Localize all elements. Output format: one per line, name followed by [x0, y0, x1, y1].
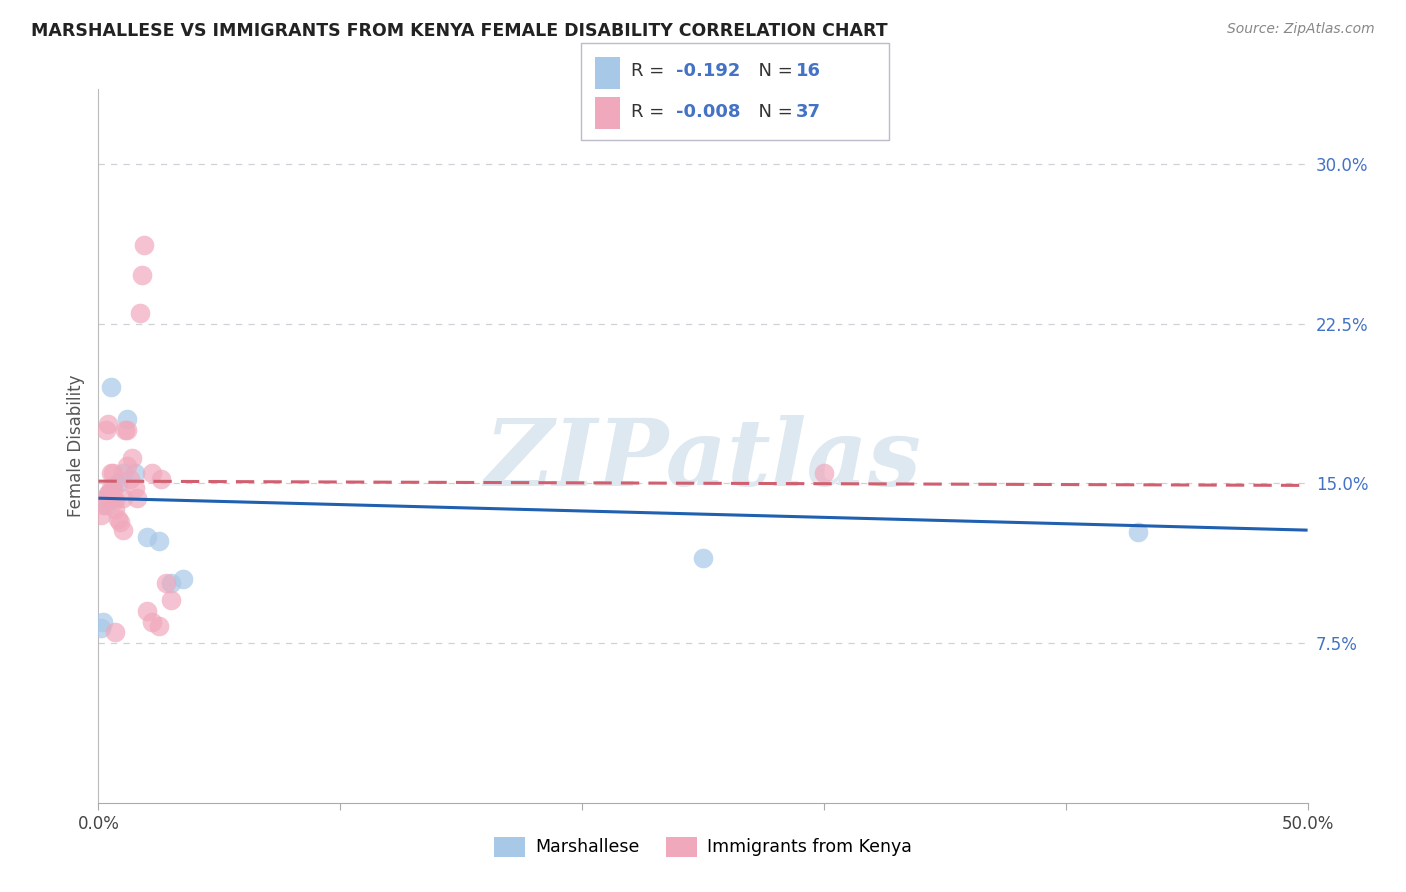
Point: [94, 498, 117, 512]
Point: [172, 572, 194, 586]
Point: [141, 615, 163, 629]
Legend: Marshallese, Immigrants from Kenya: Marshallese, Immigrants from Kenya: [488, 831, 918, 862]
Point: [1128, 525, 1150, 540]
Text: 16: 16: [796, 62, 821, 79]
Point: [148, 533, 170, 548]
Point: [128, 306, 150, 320]
Text: 37: 37: [796, 103, 821, 121]
Text: MARSHALLESE VS IMMIGRANTS FROM KENYA FEMALE DISABILITY CORRELATION CHART: MARSHALLESE VS IMMIGRANTS FROM KENYA FEM…: [31, 22, 887, 40]
Point: [104, 493, 127, 508]
Point: [111, 491, 134, 506]
Point: [121, 450, 143, 465]
Point: [104, 625, 127, 640]
Point: [91, 615, 114, 629]
Point: [97, 417, 120, 431]
Text: N =: N =: [747, 103, 799, 121]
Point: [100, 481, 122, 495]
Point: [104, 501, 127, 516]
Point: [813, 466, 835, 480]
Text: -0.192: -0.192: [676, 62, 741, 79]
Point: [118, 472, 141, 486]
Text: ZIPatlas: ZIPatlas: [485, 416, 921, 505]
Point: [101, 481, 124, 495]
Text: -0.008: -0.008: [676, 103, 741, 121]
Point: [117, 412, 139, 426]
Point: [97, 487, 120, 501]
Y-axis label: Female Disability: Female Disability: [66, 375, 84, 517]
Point: [124, 481, 146, 495]
Point: [150, 472, 173, 486]
Point: [100, 466, 122, 480]
Point: [107, 512, 129, 526]
Point: [114, 423, 136, 437]
Text: R =: R =: [631, 62, 676, 79]
Text: Source: ZipAtlas.com: Source: ZipAtlas.com: [1227, 22, 1375, 37]
Point: [135, 604, 157, 618]
Point: [90, 621, 112, 635]
Point: [111, 466, 134, 480]
Point: [97, 487, 120, 501]
Point: [124, 466, 146, 480]
Point: [101, 466, 124, 480]
Point: [155, 576, 177, 591]
Point: [135, 529, 157, 543]
Text: R =: R =: [631, 103, 671, 121]
Point: [117, 423, 139, 437]
Point: [94, 491, 117, 506]
Point: [101, 491, 124, 506]
Point: [107, 476, 129, 491]
Text: N =: N =: [747, 62, 799, 79]
Point: [160, 593, 183, 607]
Point: [134, 237, 156, 252]
Point: [90, 508, 112, 523]
Point: [101, 481, 124, 495]
Point: [148, 619, 170, 633]
Point: [94, 423, 117, 437]
Point: [108, 515, 131, 529]
Point: [141, 466, 163, 480]
Point: [127, 491, 149, 506]
Point: [100, 491, 122, 506]
Point: [692, 550, 714, 565]
Point: [117, 459, 139, 474]
Point: [100, 380, 122, 394]
Point: [131, 268, 153, 282]
Point: [160, 576, 183, 591]
Point: [91, 498, 114, 512]
Point: [111, 523, 134, 537]
